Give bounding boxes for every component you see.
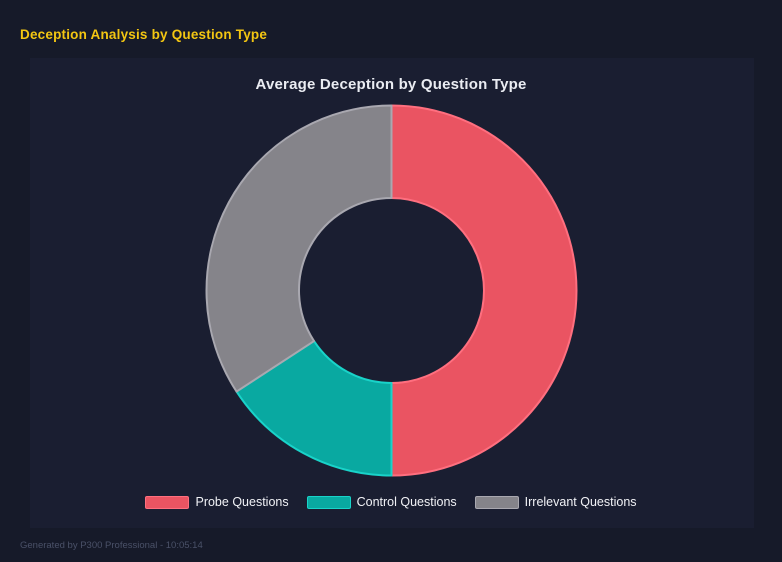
legend-label: Irrelevant Questions	[524, 495, 637, 509]
donut-chart	[205, 104, 578, 477]
chart-legend: Probe Questions Control Questions Irreleva…	[0, 495, 782, 509]
legend-swatch-probe-questions	[145, 495, 190, 509]
legend-label: Probe Questions	[195, 495, 289, 509]
page-title: Deception Analysis by Question Type	[20, 27, 268, 42]
donut-segment-probe-questions[interactable]	[390, 104, 578, 477]
donut-segment-control-questions[interactable]	[235, 340, 393, 477]
legend-item-probe-questions[interactable]: Probe Questions	[145, 495, 289, 509]
donut-chart-area	[204, 103, 579, 478]
footer-note: Generated by P300 Professional - 10:05:1…	[20, 540, 203, 551]
legend-item-irrelevant-questions[interactable]: Irrelevant Questions	[474, 495, 637, 509]
legend-swatch-irrelevant-questions	[474, 495, 519, 509]
legend-item-control-questions[interactable]: Control Questions	[306, 495, 457, 509]
donut-segment-irrelevant-questions[interactable]	[205, 104, 393, 393]
chart-title: Average Deception by Question Type	[255, 76, 527, 93]
legend-swatch-control-questions	[306, 495, 351, 509]
legend-label: Control Questions	[356, 495, 457, 509]
